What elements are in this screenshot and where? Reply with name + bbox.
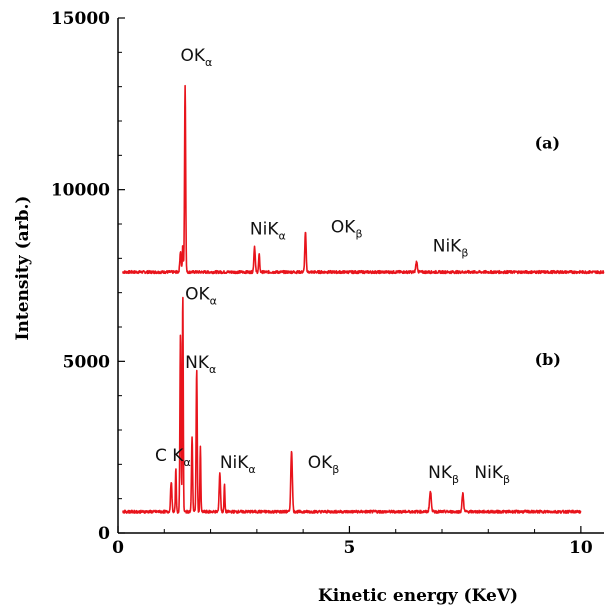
peak-label: NiKβ bbox=[474, 463, 510, 486]
peak-label: OKα bbox=[185, 285, 217, 308]
x-tick-label: 10 bbox=[569, 538, 593, 558]
peak-label: NKα bbox=[185, 353, 216, 376]
x-tick-label: 5 bbox=[344, 538, 356, 558]
peak-label: NiKα bbox=[250, 219, 286, 242]
ticks: 0 5000 10000 15000 0 5 10 bbox=[51, 9, 593, 558]
x-axis-title: Kinetic energy (KeV) bbox=[318, 586, 518, 606]
y-tick-label: 10000 bbox=[51, 181, 110, 201]
y-tick-label: 0 bbox=[98, 524, 110, 544]
peak-label: OKβ bbox=[331, 218, 363, 241]
annotations: OKα NiKα OKβ NiKβ C Kα OKα NKα NiKα OKβ NKβ NiKβ (a… bbox=[155, 46, 561, 486]
peak-label: NiKα bbox=[220, 453, 256, 476]
peak-label: NiKβ bbox=[433, 236, 469, 259]
axes bbox=[117, 18, 604, 534]
peak-label: OKα bbox=[180, 46, 212, 69]
panel-label: (a) bbox=[535, 133, 561, 152]
y-tick-label: 5000 bbox=[63, 352, 110, 372]
peak-label: C Kα bbox=[155, 446, 191, 469]
spectrum-line-b bbox=[122, 296, 582, 514]
x-tick-label: 0 bbox=[112, 538, 124, 558]
series-group bbox=[122, 84, 605, 514]
y-tick-label: 15000 bbox=[51, 9, 110, 29]
peak-label: NKβ bbox=[428, 463, 459, 486]
y-axis-title: Intensity (arb.) bbox=[13, 196, 33, 341]
spectrum-line-a bbox=[122, 84, 605, 275]
peak-label: OKβ bbox=[308, 453, 340, 476]
panel-label: (b) bbox=[535, 350, 561, 369]
